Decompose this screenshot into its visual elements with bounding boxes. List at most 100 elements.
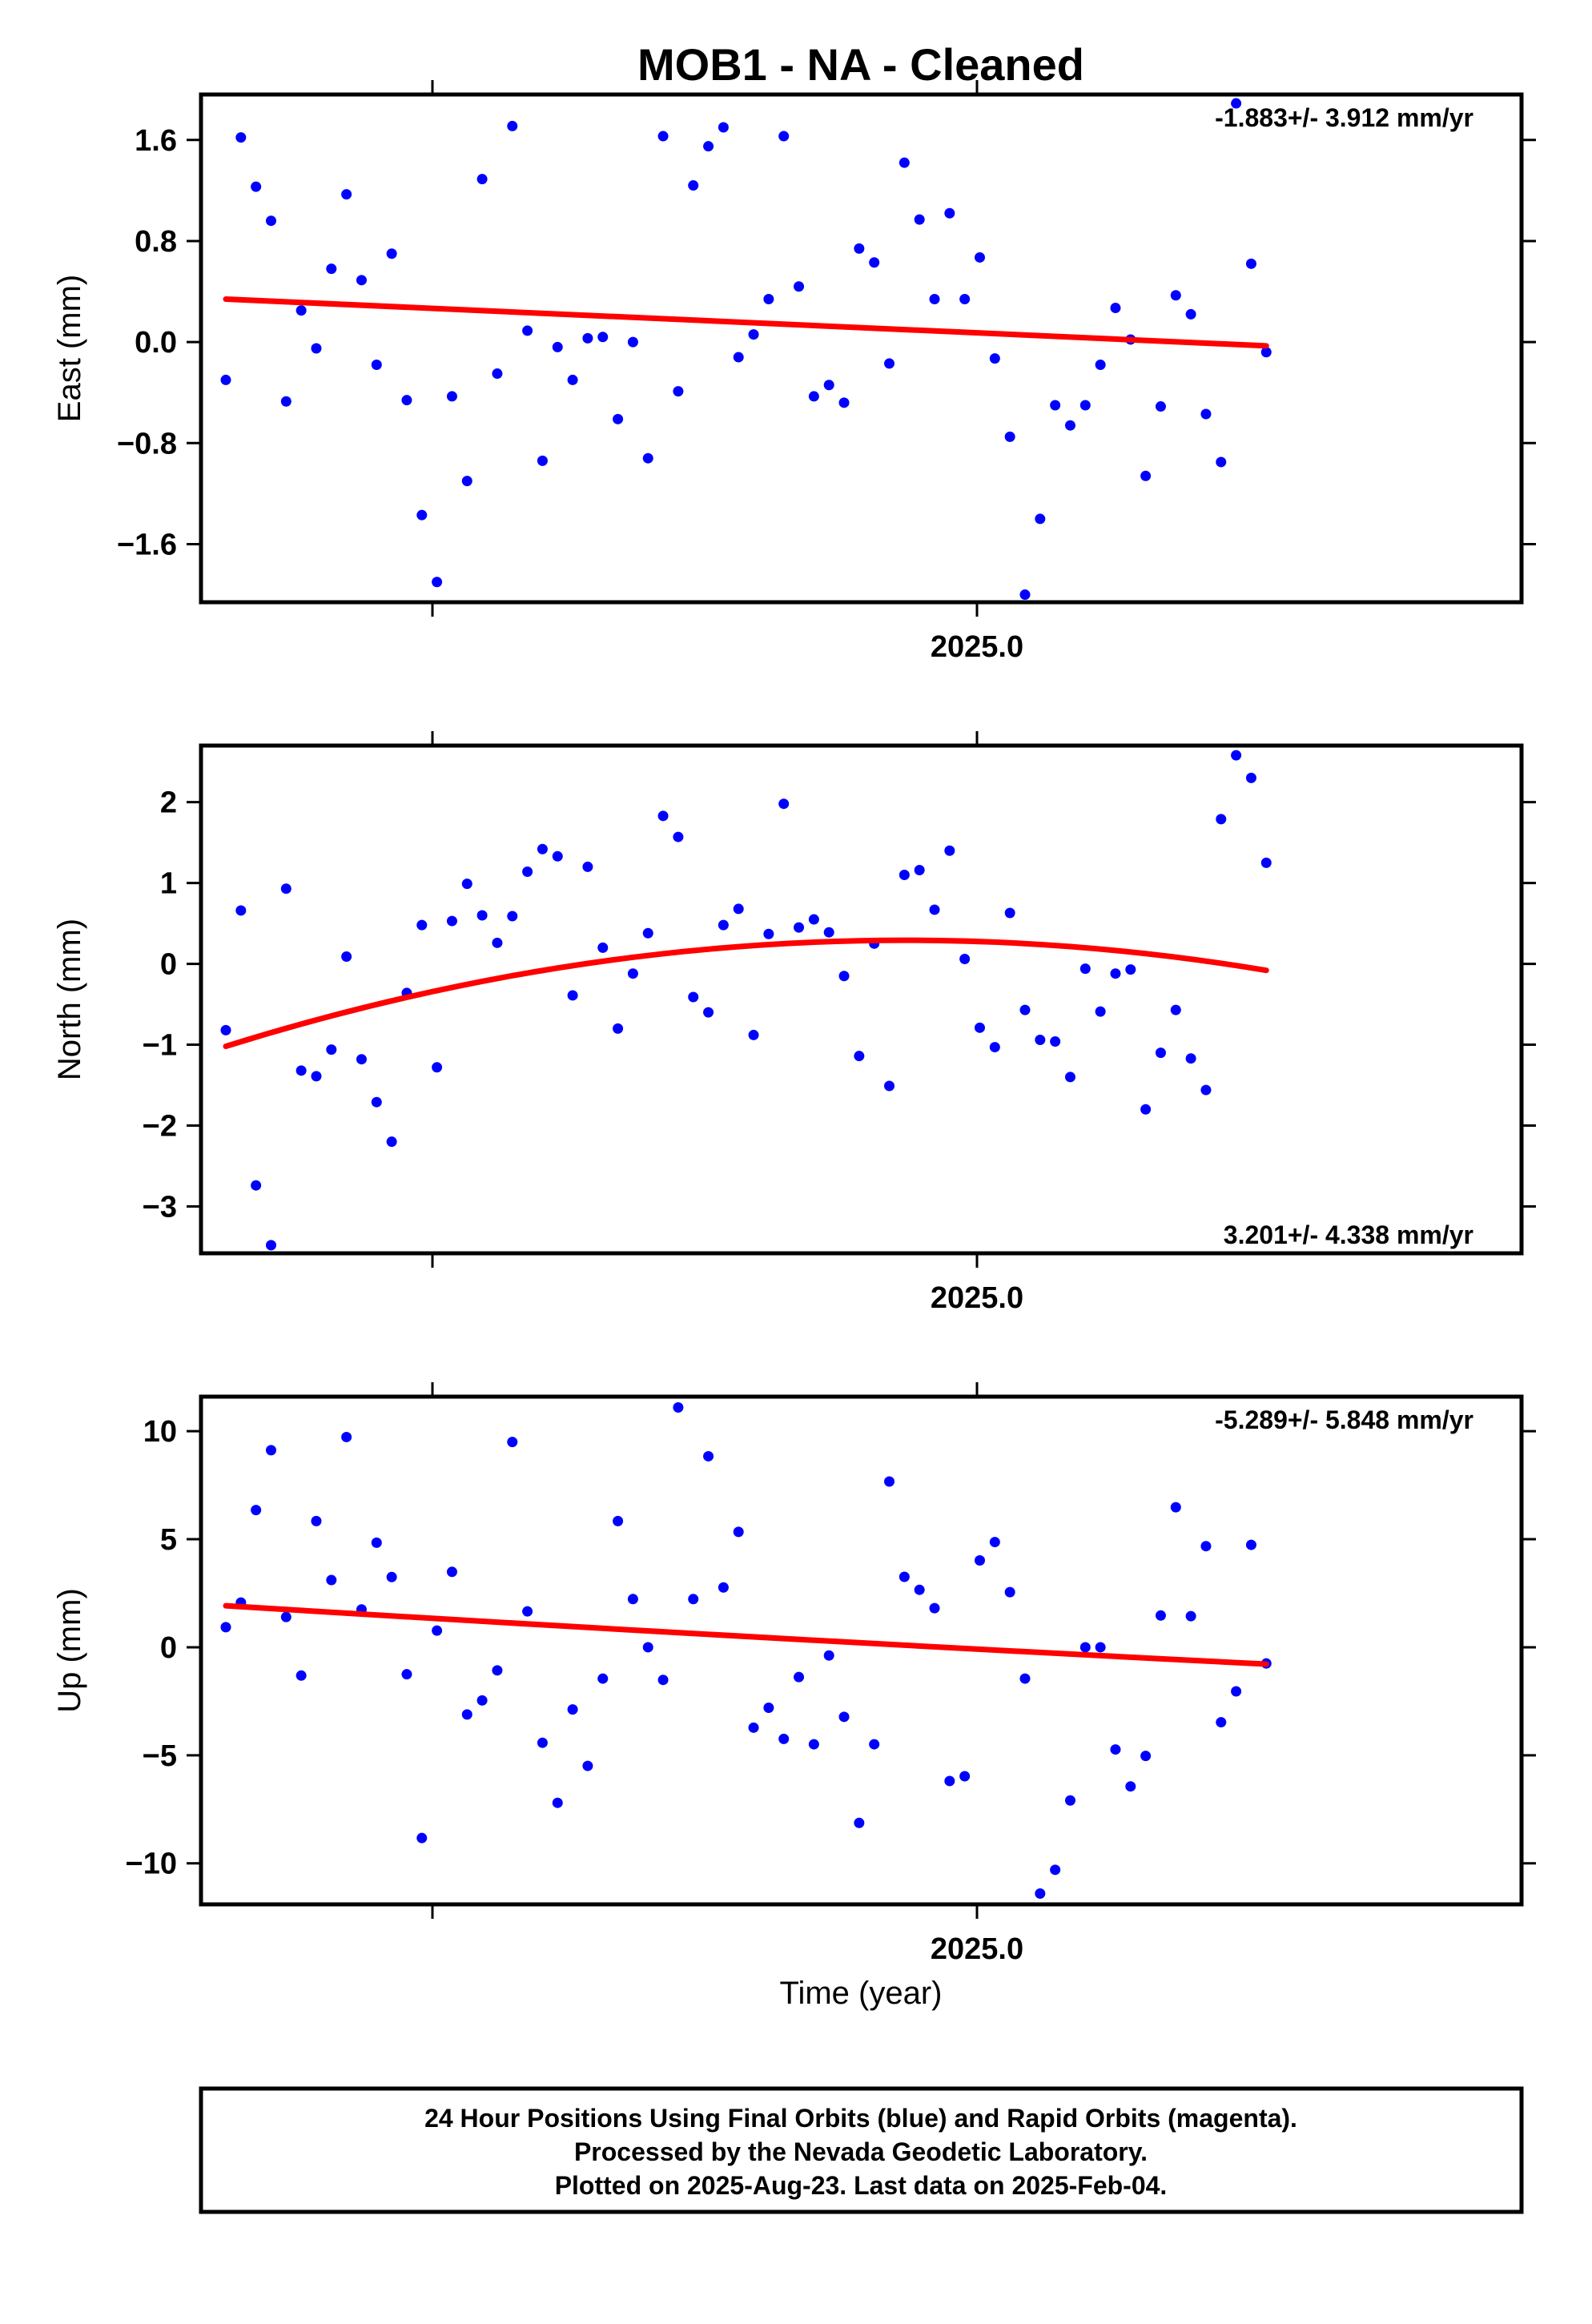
up-data-point bbox=[838, 1711, 850, 1723]
east-data-point bbox=[989, 353, 1000, 364]
north-data-point bbox=[522, 866, 533, 877]
north-data-point bbox=[492, 937, 503, 948]
up-frame bbox=[199, 1394, 1524, 1907]
east-data-point bbox=[326, 263, 337, 275]
north-data-point bbox=[688, 991, 699, 1003]
up-data-point bbox=[1245, 1539, 1256, 1550]
north-data-point bbox=[1035, 1034, 1046, 1045]
north-data-point bbox=[582, 861, 593, 872]
north-trend-line bbox=[223, 937, 1269, 1050]
east-data-point bbox=[582, 332, 593, 344]
north-data-point bbox=[597, 942, 609, 953]
north-data-point bbox=[416, 919, 428, 931]
east-data-point bbox=[627, 336, 638, 348]
east-data-point bbox=[386, 248, 397, 259]
up-data-point bbox=[627, 1594, 638, 1605]
north-data-point bbox=[1170, 1004, 1181, 1015]
up-trend-line bbox=[223, 1602, 1269, 1667]
east-data-point bbox=[356, 275, 367, 286]
east-ytick-label: 0.0 bbox=[135, 326, 177, 360]
east-data-point bbox=[703, 141, 714, 152]
north-ytick-label: −3 bbox=[143, 1190, 177, 1224]
east-data-point bbox=[280, 396, 291, 407]
up-data-point bbox=[823, 1650, 834, 1661]
north-data-point bbox=[537, 843, 548, 854]
east-data-point bbox=[657, 131, 669, 142]
north-data-point bbox=[1079, 963, 1091, 975]
east-data-point bbox=[552, 341, 563, 352]
north-data-point bbox=[461, 879, 472, 890]
east-trend-line bbox=[223, 296, 1269, 349]
north-data-point bbox=[326, 1044, 337, 1055]
chart-title: MOB1 - NA - Cleaned bbox=[637, 39, 1084, 90]
up-data-point bbox=[1079, 1642, 1091, 1653]
up-data-point bbox=[476, 1695, 488, 1706]
up-data-point bbox=[265, 1445, 276, 1456]
up-data-point bbox=[1064, 1795, 1075, 1806]
up-data-point bbox=[673, 1401, 684, 1413]
up-data-point bbox=[326, 1574, 337, 1586]
up-data-point bbox=[371, 1537, 382, 1548]
east-frame bbox=[199, 92, 1524, 605]
east-data-point bbox=[1155, 401, 1166, 412]
north-data-point bbox=[476, 910, 488, 921]
north-data-point bbox=[929, 904, 940, 915]
up-data-point bbox=[220, 1622, 231, 1633]
up-rate-label: -5.289+/- 5.848 mm/yr bbox=[1215, 1405, 1473, 1434]
north-data-point bbox=[838, 971, 850, 982]
east-data-point bbox=[1050, 400, 1061, 411]
up-data-point bbox=[899, 1571, 910, 1582]
north-data-point bbox=[432, 1062, 443, 1073]
east-ytick-label: 1.6 bbox=[135, 124, 177, 158]
north-data-point bbox=[552, 850, 563, 862]
north-data-point bbox=[733, 903, 744, 915]
up-data-point bbox=[432, 1625, 443, 1636]
up-data-point bbox=[1004, 1586, 1015, 1598]
up-data-point bbox=[1095, 1642, 1106, 1653]
east-data-point bbox=[1200, 408, 1212, 420]
footer-line-2: Processed by the Nevada Geodetic Laborat… bbox=[574, 2137, 1148, 2166]
east-data-point bbox=[899, 157, 910, 168]
east-data-point bbox=[235, 132, 247, 143]
north-ytick-label: −2 bbox=[143, 1109, 177, 1143]
east-data-point bbox=[1035, 513, 1046, 525]
up-ylabel: Up (mm) bbox=[52, 1588, 87, 1713]
east-ytick-label: −1.6 bbox=[117, 528, 177, 561]
up-data-point bbox=[1170, 1502, 1181, 1513]
north-data-point bbox=[220, 1024, 231, 1035]
north-data-point bbox=[1064, 1072, 1075, 1083]
north-data-point bbox=[311, 1071, 322, 1082]
up-data-point bbox=[522, 1606, 533, 1617]
north-data-point bbox=[507, 911, 518, 922]
east-data-point bbox=[341, 189, 352, 200]
east-data-point bbox=[371, 360, 382, 371]
east-data-point bbox=[1019, 589, 1031, 601]
north-ylabel: North (mm) bbox=[52, 919, 87, 1080]
east-data-point bbox=[537, 455, 548, 466]
up-panel: 10 5 0 −5 −10 2025.0 Up (mm) -5.289+/- 5.848 mm… bbox=[52, 1382, 1536, 1966]
east-data-point bbox=[1079, 400, 1091, 411]
east-data-point bbox=[492, 368, 503, 380]
east-data-point bbox=[522, 325, 533, 336]
north-data-point bbox=[1125, 964, 1136, 975]
north-data-point bbox=[341, 951, 352, 962]
x-axis-label: Time (year) bbox=[780, 1976, 943, 2011]
up-data-point bbox=[552, 1797, 563, 1808]
east-data-point bbox=[869, 257, 880, 268]
up-data-point bbox=[386, 1571, 397, 1582]
up-data-point bbox=[311, 1515, 322, 1526]
up-data-point bbox=[989, 1537, 1000, 1548]
up-data-point bbox=[1035, 1888, 1046, 1900]
east-data-point bbox=[944, 207, 955, 219]
north-data-point bbox=[975, 1022, 985, 1033]
north-data-point bbox=[899, 870, 910, 881]
up-data-point bbox=[1200, 1541, 1212, 1552]
up-data-point bbox=[642, 1642, 653, 1653]
north-data-point bbox=[914, 864, 925, 875]
footer-frame bbox=[199, 2086, 1524, 2214]
up-ytick-label: 10 bbox=[143, 1415, 177, 1449]
up-data-point bbox=[959, 1771, 971, 1782]
north-data-point bbox=[1231, 750, 1242, 761]
north-data-point bbox=[1004, 907, 1015, 919]
east-data-point bbox=[265, 215, 276, 227]
